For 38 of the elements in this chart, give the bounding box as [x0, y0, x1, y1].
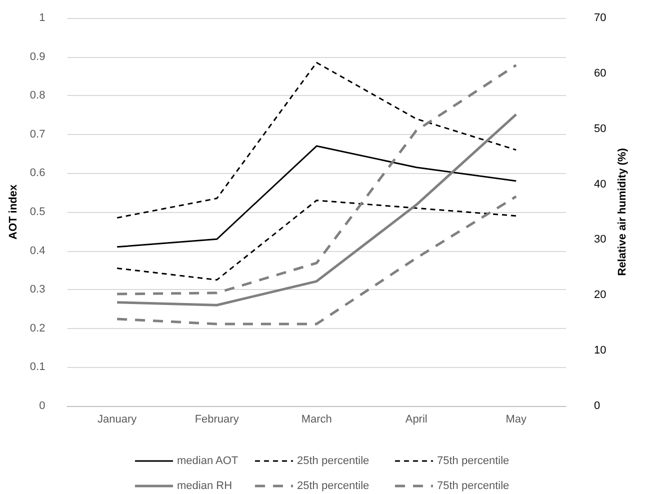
- y-tick-label: 0: [39, 400, 46, 412]
- line-series: [116, 200, 517, 281]
- line-series: [116, 145, 517, 248]
- y2-tick-label: 10: [594, 344, 606, 357]
- x-tick-label: February: [194, 414, 240, 426]
- legend-label: 75th percentile: [437, 480, 510, 492]
- y-tick-label: 1: [39, 12, 46, 24]
- y-tick-label: 0.6: [30, 167, 46, 180]
- legend-label: 75th percentile: [437, 455, 510, 467]
- legend-label: median AOT: [177, 455, 238, 467]
- y2-axis-title: Relative air humidity (%): [616, 148, 629, 276]
- y2-tick-label: 40: [594, 178, 606, 190]
- x-tick-label: March: [301, 414, 332, 426]
- y2-tick-label: 60: [594, 67, 606, 80]
- y-tick-label: 0.8: [30, 90, 46, 102]
- y-axis-title: AOT index: [8, 184, 20, 240]
- y-tick-label: 0.1: [30, 361, 46, 374]
- y2-tick-label: 50: [594, 122, 606, 135]
- y-tick-label: 0.5: [30, 206, 46, 218]
- line-series: [116, 195, 518, 326]
- legend-label: 25th percentile: [297, 480, 370, 492]
- x-tick-label: January: [98, 414, 138, 426]
- y-tick-label: 0.7: [30, 128, 46, 140]
- y-tick-label: 0.3: [30, 284, 46, 296]
- y2-tick-label: 30: [594, 234, 606, 246]
- line-series: [116, 113, 518, 306]
- y-tick-label: 0.4: [30, 244, 46, 257]
- y-tick-label: 0.2: [30, 322, 46, 334]
- x-tick-label: May: [506, 414, 528, 426]
- y2-tick-label: 20: [594, 289, 606, 302]
- x-tick-label: April: [405, 414, 428, 426]
- line-series: [116, 62, 517, 219]
- y2-tick-label: 70: [594, 12, 606, 24]
- legend-label: 25th percentile: [297, 455, 370, 467]
- legend-label: median RH: [177, 480, 232, 492]
- line-series: [116, 64, 518, 296]
- y-tick-label: 0.9: [30, 50, 46, 63]
- y2-tick-label: 0: [594, 400, 600, 412]
